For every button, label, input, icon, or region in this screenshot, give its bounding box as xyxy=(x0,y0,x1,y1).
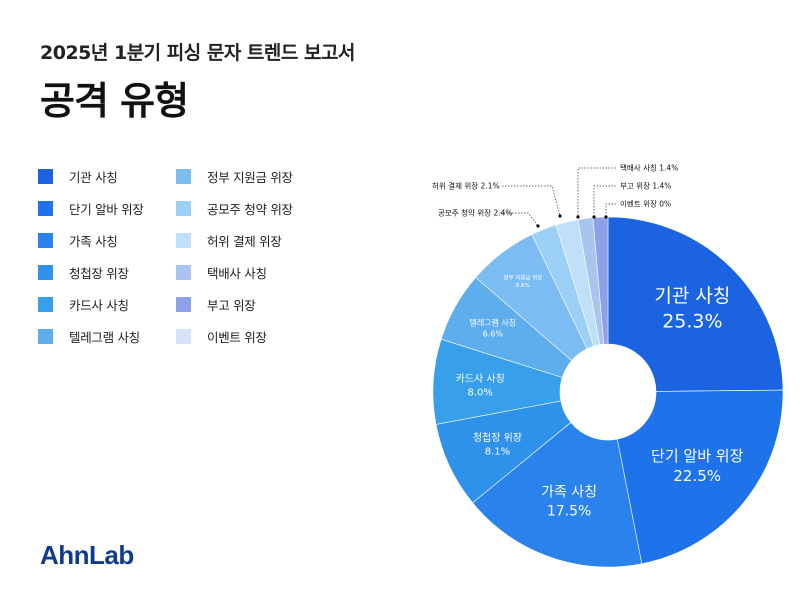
legend-item: 공모주 청약 위장 xyxy=(176,192,293,224)
legend-label: 청첩장 위장 xyxy=(69,265,129,281)
slice-parttime xyxy=(616,389,784,565)
legend-swatch xyxy=(176,168,191,184)
legend-swatch xyxy=(38,328,53,344)
leader-line-ipo xyxy=(500,212,539,227)
legend-swatch xyxy=(38,232,53,248)
slice-agency xyxy=(607,216,784,392)
legend-swatch xyxy=(176,328,191,344)
legend-label: 이벤트 위장 xyxy=(207,329,267,345)
leader-line-courier xyxy=(577,167,616,217)
legend-item: 부고 위장 xyxy=(176,288,293,320)
callout-label-ipo: 공모주 청약 위장 2.4% xyxy=(438,208,513,218)
leader-dot-ipo xyxy=(536,224,540,228)
slice-family xyxy=(472,421,643,568)
callout-label-obituary: 부고 위장 1.4% xyxy=(620,181,671,191)
legend-item: 텔레그램 사칭 xyxy=(38,320,144,352)
legend-item: 청첩장 위장 xyxy=(38,256,144,288)
slice-label-family: 가족 사칭 xyxy=(541,485,597,501)
slice-value-parttime: 22.5% xyxy=(673,467,721,485)
leader-line-event xyxy=(605,203,616,217)
legend-item: 이벤트 위장 xyxy=(176,320,293,352)
legend-label: 단기 알바 위장 xyxy=(69,201,144,217)
slice-value-agency: 25.3% xyxy=(662,311,722,333)
legend-label: 기관 사칭 xyxy=(69,169,118,185)
leader-dot-courier xyxy=(576,215,580,219)
leader-dot-fakepay xyxy=(558,214,562,218)
legend-swatch xyxy=(38,296,53,312)
slice-obituary xyxy=(592,216,609,345)
callout-label-fakepay: 허위 결제 위장 2.1% xyxy=(432,181,500,191)
page-title: 공격 유형 xyxy=(40,79,189,123)
ahnlab-logo: AhnLab xyxy=(40,540,134,570)
legend-item: 단기 알바 위장 xyxy=(38,192,144,224)
legend-item: 기관 사칭 xyxy=(38,160,144,192)
slice-value-cardco: 8.0% xyxy=(468,387,493,398)
leader-dot-event xyxy=(604,215,608,219)
leader-line-obituary xyxy=(593,185,616,217)
report-subtitle: 2025년 1분기 피싱 문자 트렌드 보고서 xyxy=(40,42,355,64)
legend-label: 택배사 사칭 xyxy=(207,265,267,281)
legend-item: 택배사 사칭 xyxy=(176,256,293,288)
legend-swatch xyxy=(176,264,191,280)
slice-value-govt: 6.6% xyxy=(516,283,530,289)
legend-item: 허위 결제 위장 xyxy=(176,224,293,256)
slice-value-wedding: 8.1% xyxy=(485,447,510,458)
legend-swatch xyxy=(176,296,191,312)
legend-swatch xyxy=(38,168,53,184)
callout-label-courier: 택배사 사칭 1.4% xyxy=(620,163,678,173)
slice-label-agency: 기관 사칭 xyxy=(654,285,730,307)
legend-label: 공모주 청약 위장 xyxy=(207,201,293,217)
legend-swatch xyxy=(38,264,53,280)
slice-label-wedding: 청첩장 위장 xyxy=(473,431,522,444)
legend-swatch xyxy=(38,200,53,216)
legend-item: 카드사 사칭 xyxy=(38,288,144,320)
legend-column-left: 기관 사칭 단기 알바 위장 가족 사칭 청첩장 위장 카드사 사칭 텔레그램 … xyxy=(38,160,144,352)
legend-label: 텔레그램 사칭 xyxy=(69,329,140,345)
chart-legend: 기관 사칭 단기 알바 위장 가족 사칭 청첩장 위장 카드사 사칭 텔레그램 … xyxy=(38,160,338,350)
legend-label: 카드사 사칭 xyxy=(69,297,129,313)
slice-label-govt: 정부 지원금 위장 xyxy=(503,273,542,281)
legend-swatch xyxy=(176,232,191,248)
legend-item: 정부 지원금 위장 xyxy=(176,160,293,192)
legend-column-right: 정부 지원금 위장 공모주 청약 위장 허위 결제 위장 택배사 사칭 부고 위… xyxy=(176,160,293,352)
slice-value-telegram: 6.6% xyxy=(483,329,504,338)
legend-label: 부고 위장 xyxy=(207,297,256,313)
slice-label-cardco: 카드사 사칭 xyxy=(456,373,505,385)
slice-value-family: 17.5% xyxy=(547,504,591,520)
leader-dot-obituary xyxy=(592,215,596,219)
slice-label-telegram: 텔레그램 사칭 xyxy=(469,318,516,328)
legend-label: 허위 결제 위장 xyxy=(207,233,282,249)
legend-item: 가족 사칭 xyxy=(38,224,144,256)
legend-label: 가족 사칭 xyxy=(69,233,118,249)
slice-label-parttime: 단기 알바 위장 xyxy=(651,447,744,465)
legend-swatch xyxy=(176,200,191,216)
callout-label-event: 이벤트 위장 0% xyxy=(620,199,671,209)
legend-label: 정부 지원금 위장 xyxy=(207,169,293,185)
